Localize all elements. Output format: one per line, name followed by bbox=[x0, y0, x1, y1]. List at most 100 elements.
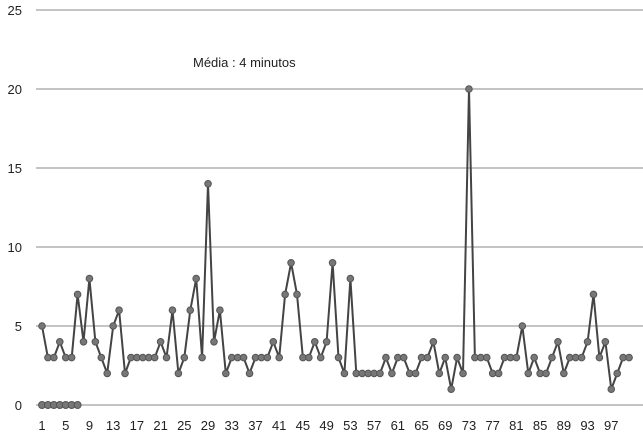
data-point bbox=[340, 369, 349, 378]
data-point bbox=[399, 353, 408, 362]
data-point bbox=[198, 353, 206, 362]
data-point bbox=[186, 306, 195, 315]
data-point bbox=[589, 290, 598, 299]
data-point bbox=[85, 274, 94, 283]
data-point bbox=[328, 259, 337, 267]
x-tick-label: 97 bbox=[604, 418, 618, 433]
x-tick-label: 41 bbox=[272, 418, 286, 433]
x-tick-label: 53 bbox=[343, 418, 357, 433]
data-point bbox=[245, 369, 254, 378]
data-point bbox=[613, 369, 622, 378]
data-points bbox=[38, 85, 633, 394]
data-point bbox=[411, 369, 420, 378]
data-point bbox=[530, 353, 538, 362]
x-tick-label: 73 bbox=[462, 418, 476, 433]
x-tick-label: 85 bbox=[533, 418, 547, 433]
data-point bbox=[204, 180, 212, 188]
x-tick-label: 29 bbox=[201, 418, 215, 433]
data-point bbox=[316, 353, 325, 362]
x-tick-label: 9 bbox=[86, 418, 93, 433]
mean-annotation: Média : 4 minutos bbox=[193, 55, 296, 70]
data-point bbox=[524, 369, 533, 378]
x-tick-label: 89 bbox=[557, 418, 571, 433]
y-axis-ticks: 0 5 10 15 20 25 bbox=[8, 3, 22, 413]
x-tick-label: 77 bbox=[485, 418, 499, 433]
data-point bbox=[583, 338, 592, 346]
x-axis-ticks: 1 5 9 13 17 21 25 29 33 37 41 45 49 53 57 61 65 69 73 77 81 8… bbox=[38, 418, 618, 433]
x-tick-label: 93 bbox=[580, 418, 594, 433]
data-point bbox=[55, 338, 64, 346]
y-tick-label: 5 bbox=[15, 319, 22, 334]
data-point bbox=[115, 306, 123, 315]
y-tick-label: 10 bbox=[8, 240, 22, 255]
data-point bbox=[239, 353, 248, 362]
data-point bbox=[322, 338, 331, 346]
data-point bbox=[607, 385, 616, 394]
x-tick-label: 25 bbox=[177, 418, 191, 433]
data-point bbox=[554, 338, 562, 346]
data-point bbox=[459, 369, 467, 378]
data-point bbox=[310, 338, 319, 346]
data-point bbox=[275, 353, 284, 362]
data-point bbox=[50, 353, 58, 362]
data-point bbox=[79, 338, 88, 346]
y-tick-label: 15 bbox=[8, 161, 22, 176]
data-point bbox=[287, 259, 295, 267]
data-point bbox=[453, 353, 461, 362]
data-point bbox=[281, 290, 289, 299]
x-tick-label: 49 bbox=[319, 418, 333, 433]
data-point bbox=[494, 369, 503, 378]
data-point bbox=[180, 353, 189, 362]
x-tick-label: 57 bbox=[367, 418, 381, 433]
data-point bbox=[482, 353, 491, 362]
y-tick-label: 0 bbox=[15, 398, 22, 413]
x-tick-label: 37 bbox=[248, 418, 262, 433]
data-point bbox=[423, 353, 432, 362]
x-tick-label: 65 bbox=[414, 418, 428, 433]
data-point bbox=[263, 353, 272, 362]
data-point bbox=[73, 290, 82, 299]
x-tick-label: 45 bbox=[296, 418, 310, 433]
y-tick-label: 25 bbox=[8, 3, 22, 18]
grid-lines bbox=[36, 9, 643, 406]
data-point bbox=[38, 322, 46, 330]
data-point bbox=[382, 353, 390, 362]
data-point bbox=[91, 338, 100, 346]
y-tick-label: 20 bbox=[8, 82, 22, 97]
data-point bbox=[518, 322, 527, 330]
data-point bbox=[601, 338, 610, 346]
data-point bbox=[435, 369, 444, 378]
data-point bbox=[269, 338, 278, 346]
data-point bbox=[174, 369, 183, 378]
data-point bbox=[388, 369, 396, 378]
x-tick-label: 69 bbox=[438, 418, 452, 433]
data-point bbox=[305, 353, 313, 362]
data-point bbox=[441, 353, 450, 362]
data-point bbox=[97, 353, 106, 362]
data-point bbox=[429, 338, 438, 346]
data-point bbox=[542, 369, 550, 378]
data-point bbox=[192, 274, 200, 283]
data-point bbox=[595, 353, 604, 362]
data-point bbox=[67, 353, 76, 362]
data-point bbox=[103, 369, 112, 378]
data-point bbox=[222, 369, 230, 378]
x-tick-label: 81 bbox=[509, 418, 523, 433]
data-point bbox=[121, 369, 129, 378]
data-point bbox=[210, 338, 218, 346]
data-point bbox=[447, 385, 455, 394]
data-point bbox=[346, 274, 355, 283]
x-tick-label: 33 bbox=[225, 418, 239, 433]
data-point bbox=[150, 353, 159, 362]
data-point bbox=[109, 322, 117, 330]
data-point bbox=[376, 369, 384, 378]
baseline-marker bbox=[73, 401, 82, 409]
x-tick-label: 21 bbox=[153, 418, 167, 433]
data-point bbox=[293, 290, 301, 299]
x-tick-label: 17 bbox=[130, 418, 144, 433]
data-point bbox=[216, 306, 224, 315]
data-point bbox=[548, 353, 556, 362]
x-tick-label: 1 bbox=[38, 418, 45, 433]
x-tick-label: 5 bbox=[62, 418, 69, 433]
